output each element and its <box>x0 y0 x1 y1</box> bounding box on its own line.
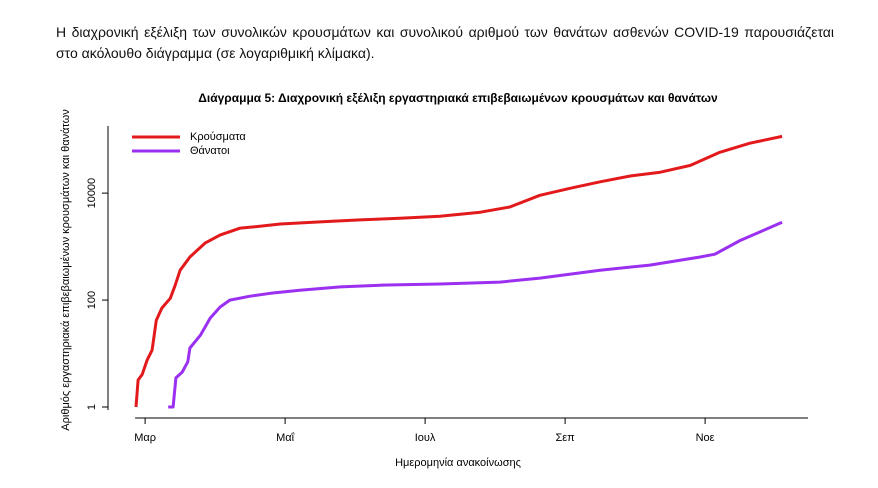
y-tick-label: 1 <box>86 404 98 410</box>
legend-label: Κρούσματα <box>190 131 246 143</box>
y-axis-label: Αριθμός εργαστηριακά επιβεβαιωμένων κρου… <box>60 109 72 431</box>
x-tick-label: Μαΐ <box>276 432 295 444</box>
x-tick-label: Νοε <box>696 432 715 444</box>
series-line <box>134 134 783 408</box>
y-tick-label: 100 <box>86 291 98 309</box>
series-line <box>168 220 783 409</box>
x-tick-label: Σεπ <box>555 432 575 444</box>
legend-label: Θάνατοι <box>190 145 230 157</box>
intro-paragraph: Η διαχρονική εξέλιξη των συνολικών κρουσ… <box>56 24 834 61</box>
x-tick-label: Ιουλ <box>415 432 436 444</box>
chart-title: Διάγραμμα 5: Διαχρονική εξέλιξη εργαστηρ… <box>198 91 718 105</box>
x-tick-label: Μαρ <box>134 432 156 444</box>
x-axis-label: Ημερομηνία ανακοίνωσης <box>395 457 521 469</box>
y-tick-label: 10000 <box>86 178 98 209</box>
